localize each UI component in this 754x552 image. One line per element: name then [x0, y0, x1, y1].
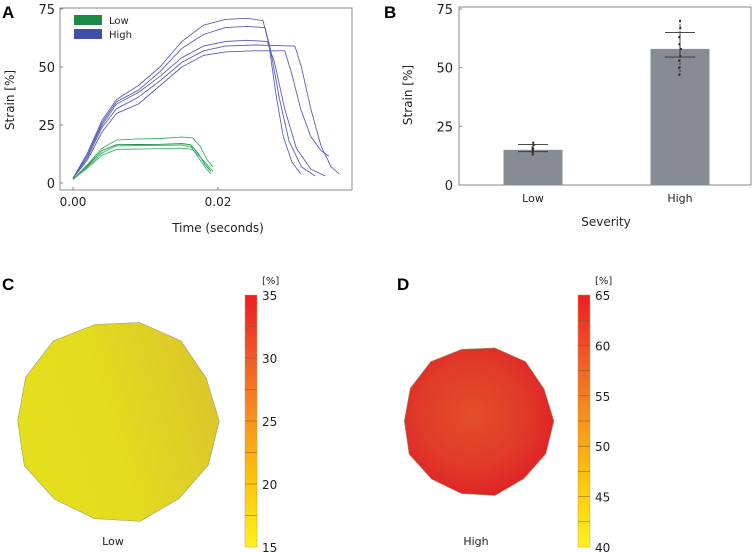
- line-series-group: [73, 18, 339, 179]
- data-point: [678, 74, 680, 76]
- panel-label-c: C: [2, 275, 14, 294]
- heatmap-label: High: [463, 535, 488, 548]
- colorbar-tick-label: 65: [595, 289, 610, 303]
- data-point: [679, 27, 681, 29]
- colorbar-tick-label: 40: [595, 541, 610, 552]
- bar-group: Low High: [504, 20, 710, 205]
- x-tick-label: Low: [522, 192, 544, 205]
- y-tick-label: 75: [38, 3, 55, 18]
- y-tick-label: 0: [445, 179, 453, 194]
- y-axis-title: Strain [%]: [401, 65, 415, 125]
- line-series-low-8: [73, 148, 213, 179]
- heatmap-label: Low: [102, 535, 124, 548]
- data-point: [679, 20, 681, 22]
- strain-heatmap-polygon: [404, 348, 554, 496]
- y-tick-label: 25: [436, 120, 453, 135]
- figure: A B C D 0 25 50 75 0.00 0.02 Low High Time (s…: [0, 0, 754, 552]
- y-tick-label: 25: [38, 119, 55, 134]
- colorbar-tick-label: 60: [595, 339, 610, 353]
- colorbar-unit: [%]: [262, 276, 279, 287]
- y-tick-label: 50: [436, 62, 453, 77]
- axis-ticks: 0 25 50 75: [436, 3, 462, 194]
- panel-d-strain-map: High 40 45 50 55 60 65 [%]: [404, 276, 612, 552]
- panel-a-line-chart: 02550750.00 0.02 Low High Time (seconds) …: [3, 3, 352, 235]
- colorbar-tick-label: 20: [262, 478, 277, 492]
- panel-label-d: D: [397, 275, 409, 294]
- x-axis-title: Time (seconds): [171, 221, 264, 235]
- y-tick-label: 50: [38, 61, 55, 76]
- data-point: [678, 67, 680, 69]
- bar-high: [651, 49, 710, 185]
- colorbar-tick-label: 50: [595, 440, 610, 454]
- data-point: [532, 153, 534, 155]
- data-point: [678, 60, 680, 62]
- legend-label-high: High: [109, 30, 132, 41]
- line-series-high-0: [73, 18, 301, 178]
- panel-label-b: B: [384, 3, 396, 22]
- x-tick-label: 0.02: [205, 195, 232, 209]
- legend-swatch-low: [74, 15, 102, 25]
- colorbar-tick-label: 45: [595, 491, 610, 505]
- x-tick-label: High: [667, 192, 692, 205]
- y-tick-label: 75: [436, 3, 453, 18]
- legend-swatch-high: [74, 29, 102, 39]
- line-series-high-1: [73, 26, 315, 178]
- data-point: [532, 142, 534, 144]
- colorbar-tick-label: 25: [262, 415, 277, 429]
- colorbar-tick-label: 35: [262, 289, 277, 303]
- panel-c-strain-map: Low 15 20 25 30 35 [%]: [18, 276, 280, 552]
- legend-label-low: Low: [109, 16, 129, 27]
- strain-heatmap-polygon: [18, 323, 220, 522]
- colorbar-tick-label: 15: [262, 541, 277, 552]
- panel-b-bar-chart: Low High 0 25 50 75 Severity Strain [%]: [401, 3, 751, 229]
- colorbar-tick-label: 55: [595, 390, 610, 404]
- x-tick-label: 0.00: [60, 195, 87, 209]
- y-axis-title: Strain [%]: [3, 70, 17, 130]
- y-tick-label: 0: [47, 177, 55, 192]
- x-axis-title: Severity: [581, 215, 631, 229]
- colorbar-unit: [%]: [595, 276, 612, 287]
- colorbar-tick-label: 30: [262, 352, 277, 366]
- panel-label-a: A: [2, 3, 14, 22]
